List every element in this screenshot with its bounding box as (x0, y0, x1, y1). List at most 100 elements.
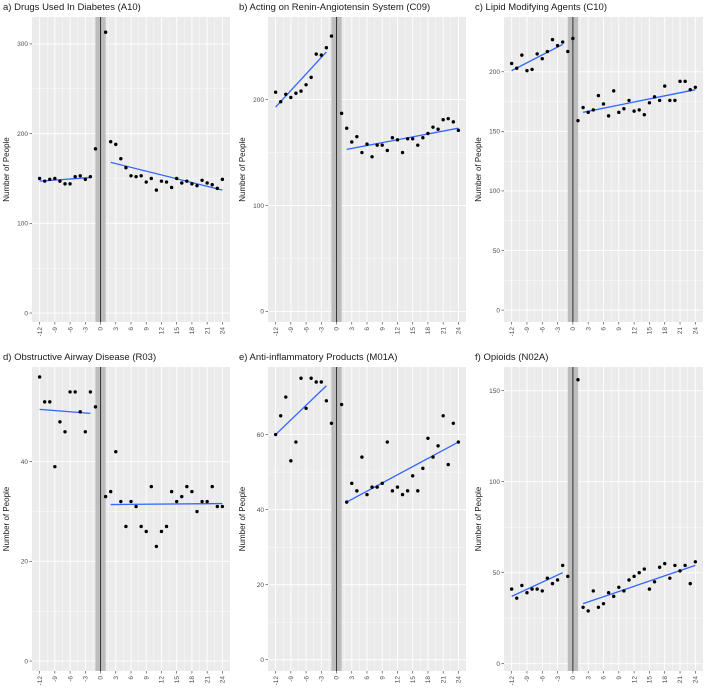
data-point (53, 464, 57, 469)
data-point (515, 66, 519, 70)
data-point (668, 98, 672, 103)
panel-d: d) Obstructive Airway Disease (R03) Numbe… (0, 350, 236, 699)
x-tick-label: 24 (456, 676, 463, 684)
x-tick-label: -3 (555, 676, 562, 682)
data-point (78, 174, 82, 178)
data-point (294, 91, 298, 95)
data-point (180, 181, 184, 185)
data-point (622, 107, 626, 111)
y-tick-label: 200 (17, 131, 28, 138)
data-point (68, 390, 72, 394)
data-point (289, 459, 293, 463)
x-tick-label: 18 (189, 676, 196, 684)
data-point (139, 174, 143, 178)
data-point (185, 484, 189, 489)
data-point (688, 87, 692, 92)
data-point (124, 524, 128, 529)
data-point (48, 400, 52, 404)
y-axis-label: Number of People (2, 137, 11, 202)
data-point (124, 166, 128, 170)
x-tick-label: 21 (677, 676, 684, 684)
data-point (278, 100, 283, 104)
y-tick-label: 60 (257, 432, 265, 439)
x-tick-label: 9 (143, 676, 150, 680)
data-point (83, 177, 88, 182)
data-point (550, 581, 555, 586)
data-point (410, 474, 415, 478)
data-point (441, 118, 445, 122)
data-point (622, 589, 626, 593)
y-tick-label: 100 (17, 221, 28, 228)
data-point (683, 79, 687, 84)
y-tick-label: 100 (253, 203, 264, 210)
data-point (693, 85, 698, 89)
data-point (180, 494, 184, 499)
data-point (632, 109, 636, 113)
data-point (314, 380, 318, 384)
data-point (200, 178, 204, 182)
data-point (144, 180, 148, 184)
data-point (446, 462, 450, 467)
data-point (555, 578, 560, 582)
post-period-fit-line (346, 127, 459, 151)
data-point (637, 571, 641, 575)
data-point (606, 114, 611, 118)
data-point (657, 565, 662, 569)
data-point (159, 529, 164, 534)
x-tick-label: 3 (585, 327, 592, 331)
pre-period-fit-line (511, 43, 563, 72)
x-tick-label: 21 (204, 676, 211, 684)
y-axis-label: Number of People (238, 137, 247, 202)
data-point (314, 52, 318, 56)
data-point (596, 605, 601, 609)
x-tick-label: 15 (410, 327, 417, 335)
data-point (446, 116, 450, 121)
chart-title: a) Drugs Used In Diabetes (A10) (3, 2, 141, 13)
x-tick-label: -3 (83, 327, 90, 333)
data-point (509, 587, 514, 591)
post-period-fit-line (582, 564, 696, 605)
data-point (185, 179, 189, 183)
x-tick-label: -9 (524, 327, 531, 333)
data-point (220, 504, 225, 509)
data-point (632, 574, 636, 579)
data-point (108, 489, 113, 494)
y-tick-label: 150 (489, 129, 500, 136)
data-point (421, 466, 425, 471)
data-point (324, 399, 329, 403)
x-tick-label: 21 (677, 327, 684, 335)
data-point (571, 36, 575, 41)
x-tick-label: -3 (555, 327, 562, 333)
data-point (431, 455, 435, 459)
data-point (164, 524, 169, 529)
chart-title: f) Opioids (N02A) (475, 352, 548, 363)
data-point (134, 174, 138, 179)
x-tick-label: 3 (113, 327, 120, 331)
y-tick-label: 50 (493, 248, 501, 255)
x-tick-label: 0 (334, 676, 341, 680)
x-tick-label: -6 (67, 676, 74, 682)
data-point (58, 420, 62, 424)
data-point (309, 75, 313, 80)
data-point (441, 414, 445, 418)
data-point (416, 143, 420, 147)
data-point (174, 499, 179, 504)
post-period-fit-line (110, 502, 223, 506)
data-point (299, 89, 303, 93)
data-point (693, 560, 698, 564)
post-period-fit-line (110, 161, 223, 191)
data-point (410, 137, 415, 141)
x-tick-label: 15 (647, 327, 654, 335)
x-tick-label: -3 (319, 676, 326, 682)
y-axis-label: Number of People (2, 486, 11, 551)
data-point (119, 157, 123, 161)
data-point (416, 489, 420, 493)
data-point (663, 561, 667, 566)
data-point (273, 90, 278, 94)
data-point (652, 580, 657, 584)
data-point (627, 98, 631, 103)
x-tick-label: 15 (174, 676, 181, 684)
x-tick-label: 6 (364, 676, 371, 680)
data-point (58, 179, 62, 183)
data-point (456, 440, 461, 444)
